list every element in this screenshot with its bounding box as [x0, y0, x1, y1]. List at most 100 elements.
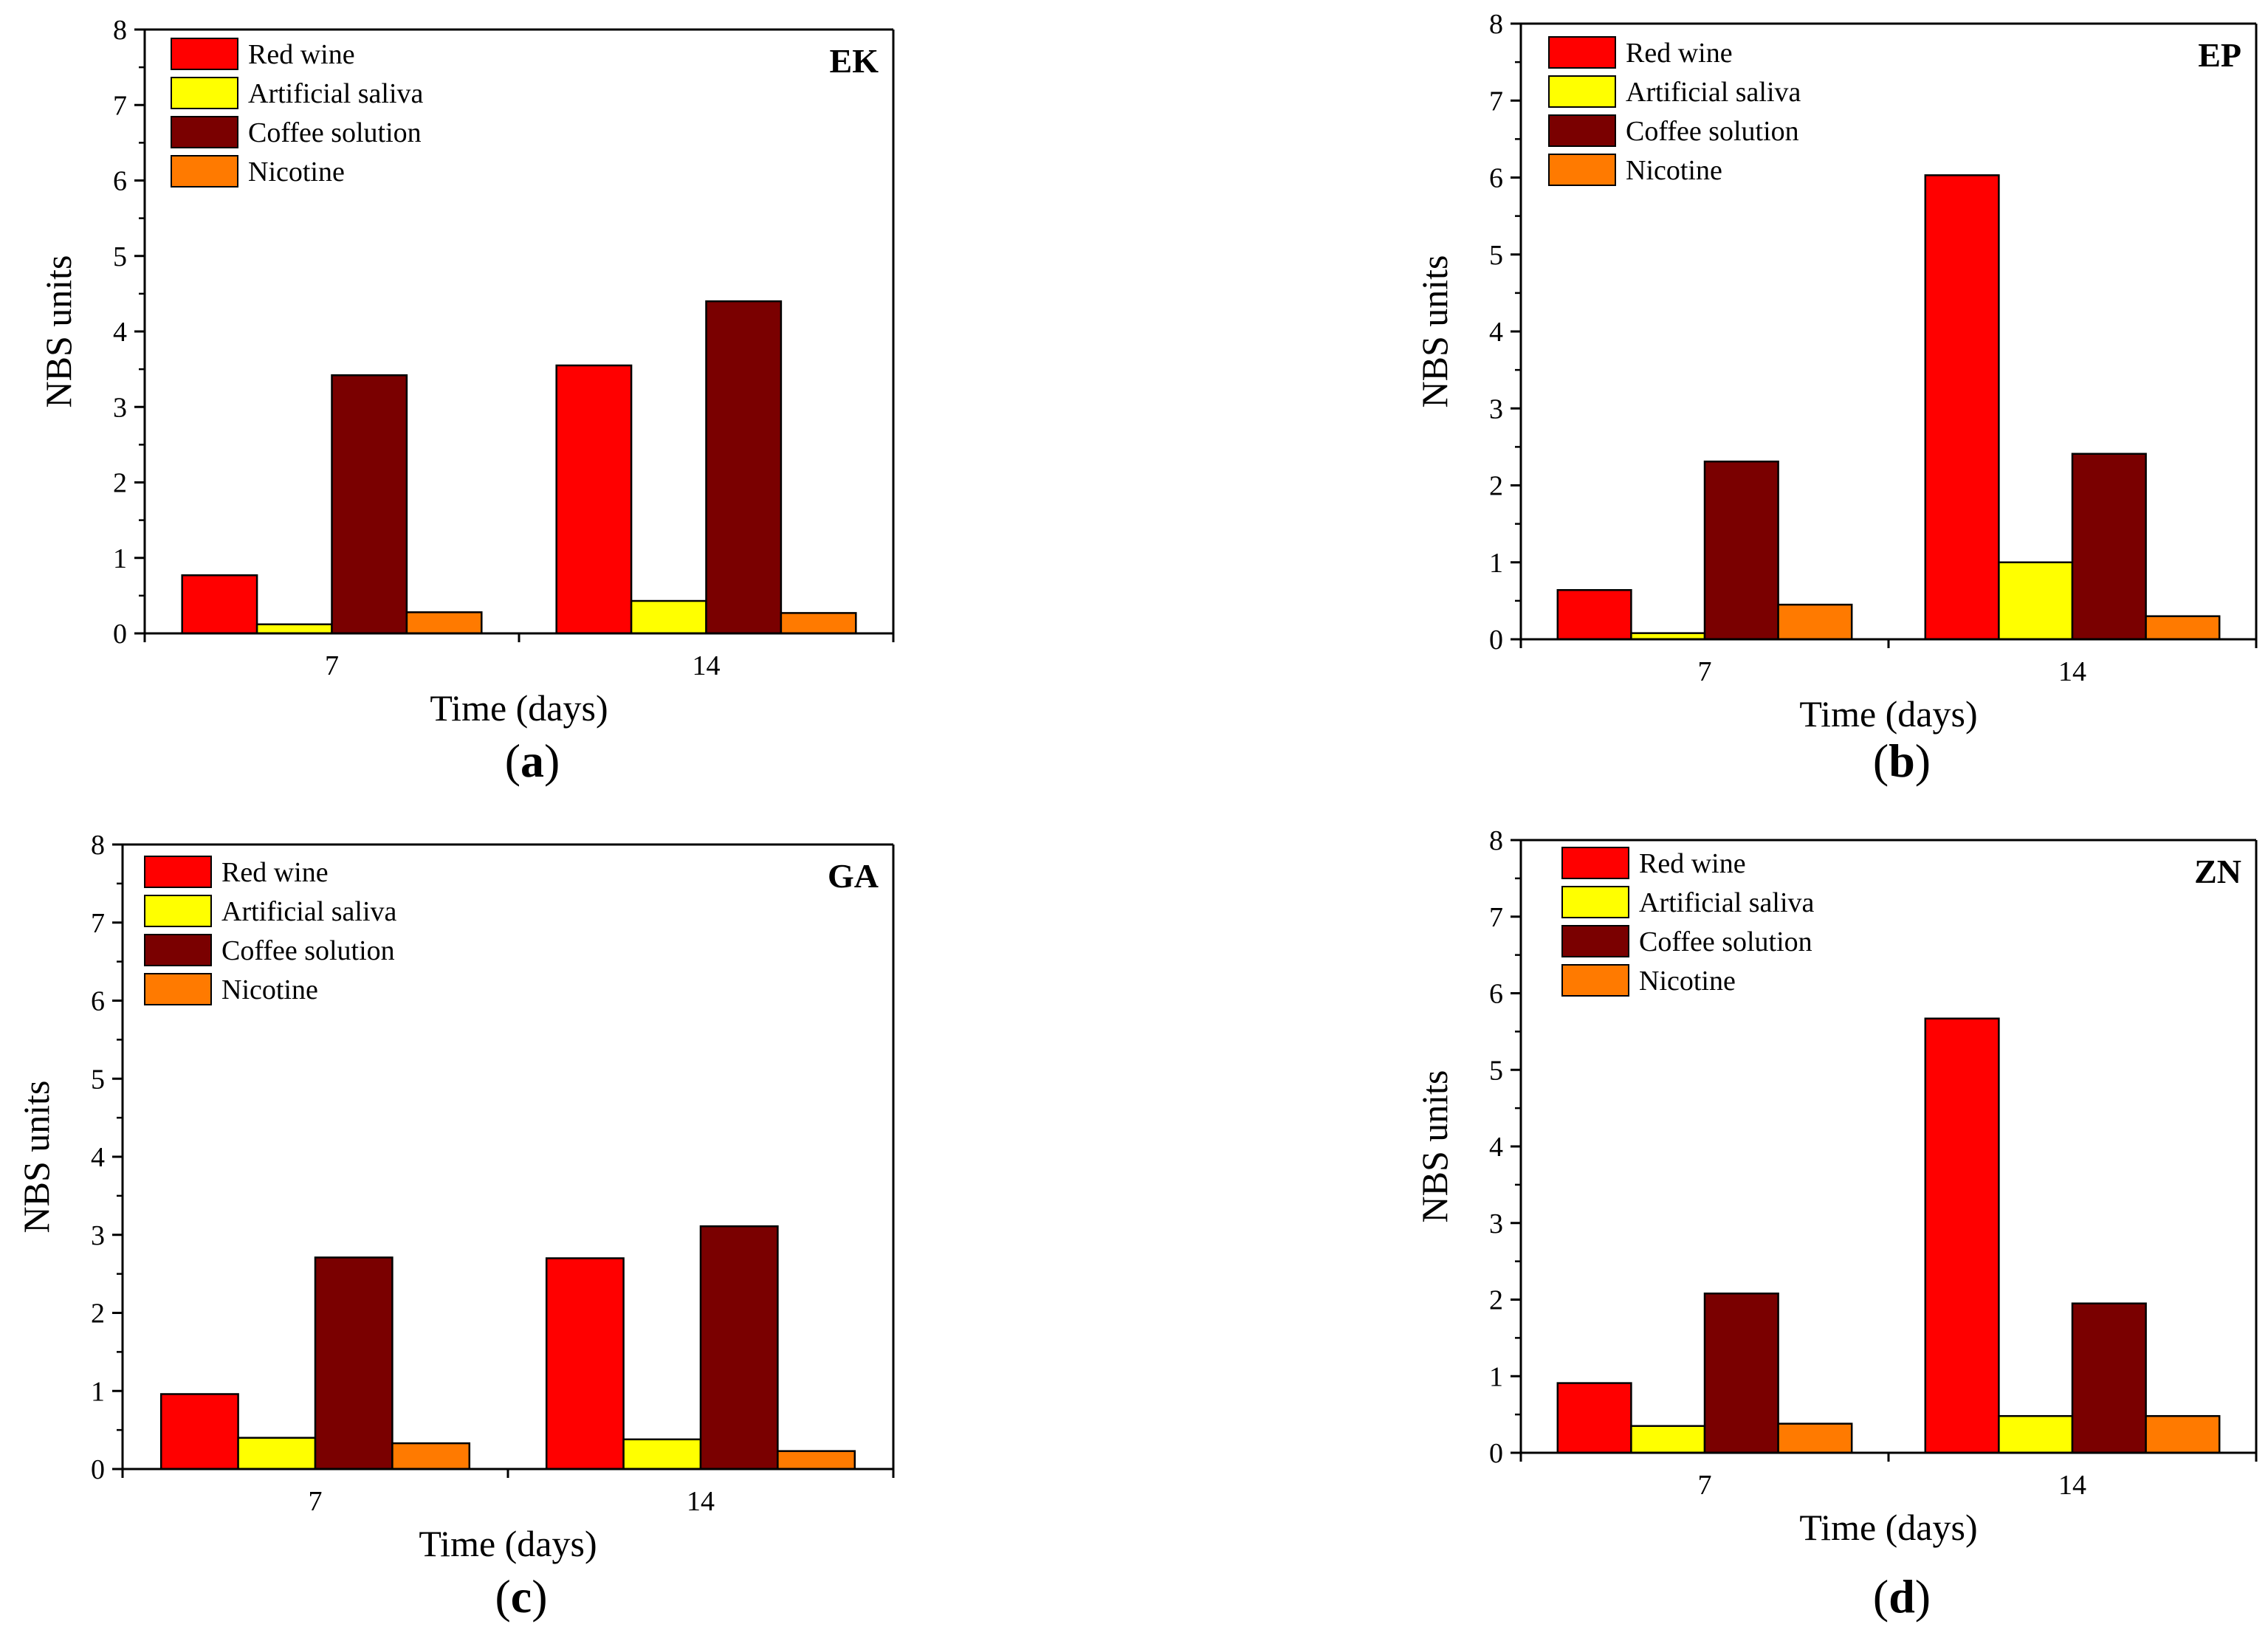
- legend-label: Coffee solution: [248, 117, 422, 148]
- y-tick-label: 8: [1489, 825, 1503, 856]
- bar-artificial-saliva-7: [237, 1437, 317, 1471]
- bar-nicotine-7: [1777, 603, 1853, 641]
- x-tick-label: 14: [687, 1486, 715, 1517]
- legend-swatch: [171, 77, 238, 109]
- bar-red-wine-7: [159, 1393, 239, 1471]
- panel-tag: EP: [2198, 36, 2241, 74]
- chart-panel-ga: 0 1 2 3 4 5 6 7 8 7 14 Time (days) NBS units GA Red wi…: [16, 830, 895, 1623]
- x-tick-label: 7: [1698, 1470, 1712, 1501]
- legend-label: Red wine: [1626, 38, 1733, 69]
- legend-swatch: [171, 116, 238, 148]
- y-tick-label: 2: [1489, 471, 1503, 502]
- y-axis-title: NBS units: [38, 255, 79, 407]
- legend-label: Nicotine: [1626, 155, 1722, 186]
- bar-artificial-saliva-14: [622, 1438, 702, 1471]
- legend-label: Nicotine: [221, 974, 318, 1005]
- legend-swatch: [171, 38, 238, 70]
- bar-nicotine-14: [2145, 1414, 2221, 1454]
- bar-coffee-solution-7: [1703, 460, 1779, 641]
- y-tick-label: 6: [1489, 163, 1503, 194]
- bar-artificial-saliva-14: [1998, 561, 2074, 641]
- legend-label: Artificial saliva: [248, 78, 424, 109]
- legend-label: Red wine: [221, 857, 329, 888]
- bar-nicotine-7: [1777, 1423, 1853, 1454]
- y-tick-label: 7: [1489, 86, 1503, 117]
- y-tick-label: 0: [1489, 1438, 1503, 1469]
- x-tick-label: 14: [2058, 1470, 2086, 1501]
- legend-swatch: [1561, 964, 1629, 997]
- bar-coffee-solution-7: [1703, 1292, 1779, 1454]
- bar-red-wine-14: [1924, 174, 2000, 641]
- bar-red-wine-14: [555, 364, 633, 635]
- legend-label: Nicotine: [1639, 966, 1736, 997]
- y-tick-label: 1: [91, 1376, 105, 1407]
- bar-artificial-saliva-14: [630, 599, 707, 635]
- bar-red-wine-14: [1924, 1017, 2000, 1454]
- y-axis-title: NBS units: [1414, 1070, 1455, 1222]
- bar-coffee-solution-7: [314, 1256, 394, 1471]
- bar-coffee-solution-14: [2071, 1302, 2147, 1454]
- bar-nicotine-7: [405, 611, 483, 635]
- y-tick-label: 6: [1489, 979, 1503, 1010]
- y-tick-label: 4: [91, 1142, 105, 1173]
- y-tick-label: 0: [91, 1454, 105, 1485]
- legend-swatch: [144, 895, 212, 927]
- x-tick-label: 7: [325, 650, 339, 681]
- y-tick-label: 5: [91, 1064, 105, 1095]
- bar-nicotine-14: [777, 1450, 856, 1471]
- x-tick-label: 14: [693, 650, 721, 681]
- x-axis-title: Time (days): [430, 687, 608, 729]
- y-tick-label: 7: [1489, 902, 1503, 933]
- y-tick-label: 3: [113, 392, 127, 423]
- y-tick-label: 1: [113, 543, 127, 574]
- legend-swatch: [1561, 925, 1629, 957]
- y-tick-label: 2: [91, 1298, 105, 1330]
- legend-label: Artificial saliva: [1639, 887, 1815, 918]
- bar-red-wine-14: [545, 1257, 625, 1471]
- bar-artificial-saliva-7: [1630, 1425, 1706, 1454]
- legend-swatch: [1548, 75, 1616, 108]
- legend-label: Coffee solution: [1626, 116, 1799, 147]
- y-tick-label: 3: [1489, 1208, 1503, 1239]
- chart-panel-ek: 0 1 2 3 4 5 6 7 8 7 14 Time (days) NBS units EK Red wi…: [38, 15, 895, 787]
- y-tick-label: 4: [1489, 317, 1503, 348]
- y-axis-title: NBS units: [1414, 255, 1455, 407]
- y-tick-label: 8: [91, 830, 105, 861]
- y-tick-label: 0: [113, 619, 127, 650]
- legend-swatch: [171, 155, 238, 188]
- legend-label: Coffee solution: [1639, 926, 1812, 957]
- bar-coffee-solution-14: [2071, 453, 2147, 641]
- bar-coffee-solution-7: [331, 374, 408, 635]
- panel-caption: (d): [1873, 1570, 1931, 1623]
- panel-tag: ZN: [2194, 853, 2241, 890]
- bar-artificial-saliva-14: [1998, 1414, 2074, 1454]
- legend-swatch: [144, 856, 212, 888]
- y-tick-label: 1: [1489, 1361, 1503, 1392]
- y-tick-label: 7: [91, 908, 105, 939]
- x-axis-title: Time (days): [1799, 1507, 1977, 1548]
- y-tick-label: 5: [113, 241, 127, 272]
- bar-nicotine-7: [391, 1442, 471, 1471]
- y-tick-label: 3: [91, 1220, 105, 1251]
- y-tick-label: 6: [113, 166, 127, 197]
- legend-label: Red wine: [248, 39, 355, 70]
- panel-caption: (c): [495, 1570, 547, 1623]
- legend-label: Red wine: [1639, 848, 1746, 879]
- legend-swatch: [1548, 114, 1616, 147]
- y-tick-label: 5: [1489, 240, 1503, 271]
- x-tick-label: 7: [1698, 656, 1712, 687]
- x-tick-label: 14: [2058, 656, 2086, 687]
- bar-coffee-solution-14: [699, 1225, 779, 1471]
- panel-caption: (b): [1873, 735, 1931, 787]
- x-axis-title: Time (days): [419, 1523, 597, 1564]
- y-tick-label: 4: [1489, 1132, 1503, 1163]
- bar-nicotine-14: [2145, 615, 2221, 641]
- y-tick-label: 2: [113, 468, 127, 499]
- legend-swatch: [1561, 886, 1629, 918]
- bar-coffee-solution-14: [705, 300, 783, 635]
- y-tick-label: 0: [1489, 625, 1503, 656]
- y-tick-label: 6: [91, 986, 105, 1017]
- legend-swatch: [144, 934, 212, 966]
- legend-label: Artificial saliva: [1626, 77, 1801, 108]
